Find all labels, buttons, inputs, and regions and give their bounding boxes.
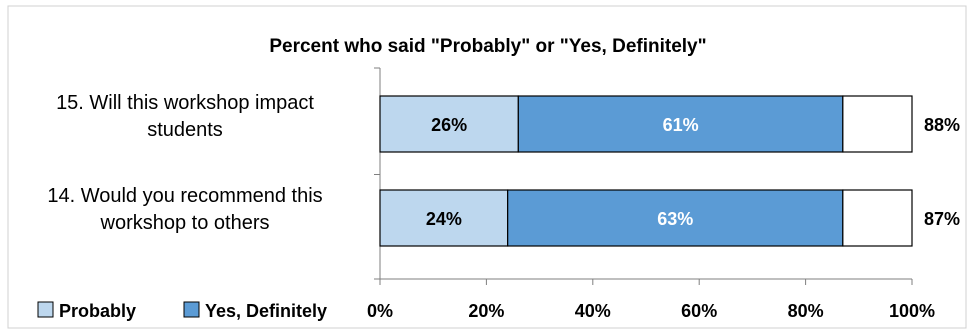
bars-layer (379, 95, 913, 247)
bar-segment (842, 189, 913, 247)
x-tick-label: 80% (788, 301, 824, 321)
data-label: 24% (426, 209, 462, 229)
bar-segment (842, 95, 913, 153)
legend-swatch (37, 301, 54, 318)
category-labels: 15. Will this workshop impact students 14.… (47, 92, 322, 234)
x-tick-label: 60% (681, 301, 717, 321)
legend-label: Yes, Definitely (205, 301, 327, 321)
total-label: 88% (924, 115, 960, 135)
legend-label: Probably (59, 301, 136, 321)
category-label: 15. Will this workshop impact students (56, 92, 314, 141)
chart-border (7, 5, 967, 329)
legend-swatch (183, 301, 200, 318)
bar-segment (507, 189, 844, 247)
legend-item: Probably (37, 301, 136, 321)
data-label: 26% (431, 115, 467, 135)
x-tick-label: 20% (468, 301, 504, 321)
total-label: 87% (924, 209, 960, 229)
legend-item: Yes, Definitely (183, 301, 327, 321)
labels-layer: 26% 61% 88% 24% 63% 87% (426, 115, 960, 229)
data-label: 63% (657, 209, 693, 229)
x-tick-label: 0% (367, 301, 393, 321)
category-label: 14. Would you recommend this workshop to … (47, 185, 322, 234)
data-label: 61% (663, 115, 699, 135)
x-tick-label: 100% (889, 301, 935, 321)
x-tick-label: 40% (575, 301, 611, 321)
chart-title: Percent who said "Probably" or "Yes, Def… (269, 36, 706, 57)
bar-segment (379, 189, 509, 247)
bar-segment (517, 95, 844, 153)
legend: Probably Yes, Definitely (37, 301, 327, 321)
